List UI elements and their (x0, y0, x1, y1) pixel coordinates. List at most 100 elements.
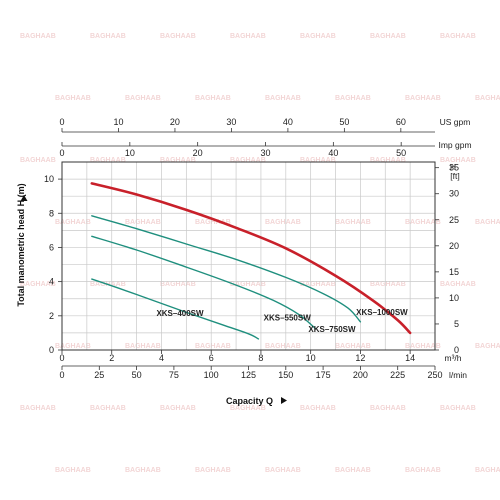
ft-axis-unit: [ft] (450, 171, 459, 181)
watermark-text: BAGHAAB (265, 95, 301, 102)
ft-tick-label: 25 (449, 215, 459, 225)
lmin-tick-label: 25 (94, 370, 104, 380)
impgpm-tick-label: 20 (193, 148, 203, 158)
watermark-text: BAGHAAB (125, 95, 161, 102)
watermark-text: BAGHAAB (20, 281, 56, 288)
usgpm-tick-label: 60 (396, 117, 406, 127)
m3h-unit-label: m³/h (445, 353, 462, 363)
watermark-text: BAGHAAB (335, 95, 371, 102)
lmin-tick-label: 150 (278, 370, 293, 380)
usgpm-tick-label: 50 (339, 117, 349, 127)
labels-layer: Total manometric head H (m) Capacity Q XKS… (16, 183, 408, 406)
ft-tick-label: 15 (449, 267, 459, 277)
head-arrow-icon (20, 195, 28, 201)
ft-tick-label: 30 (449, 189, 459, 199)
lmin-tick-label: 100 (204, 370, 219, 380)
watermark-text: BAGHAAB (195, 467, 231, 474)
watermark-text: BAGHAAB (335, 343, 371, 350)
watermark-text: BAGHAAB (475, 343, 500, 350)
lmin-tick-label: 50 (132, 370, 142, 380)
y-tick-label: 10 (44, 174, 54, 184)
m3h-tick-label: 10 (306, 353, 316, 363)
y-axis-title: Total manometric head H (m) (16, 183, 26, 306)
watermark-text: BAGHAAB (195, 219, 231, 226)
ft-tick-label: 0 (454, 345, 459, 355)
watermark-text: BAGHAAB (265, 343, 301, 350)
lmin-tick-label: 75 (169, 370, 179, 380)
watermark-text: BAGHAAB (440, 33, 476, 40)
ft-tick-label: 35 (449, 163, 459, 173)
m3h-tick-label: 12 (355, 353, 365, 363)
watermark-text: BAGHAAB (335, 467, 371, 474)
watermark-text: BAGHAAB (300, 405, 336, 412)
watermark-text: BAGHAAB (265, 467, 301, 474)
watermark-text: BAGHAAB (125, 219, 161, 226)
chart-grid (61, 161, 436, 351)
ft-tick-label: 5 (454, 319, 459, 329)
series-line (90, 182, 412, 335)
x-axis-title: Capacity Q (226, 396, 273, 406)
m3h-tick-label: 4 (159, 353, 164, 363)
watermark-text: BAGHAAB (195, 95, 231, 102)
series-line (91, 235, 317, 330)
watermark-text: BAGHAAB (230, 281, 266, 288)
impgpm-unit-label: Imp gpm (438, 140, 471, 150)
series-label: XKS–1000SW (356, 308, 408, 317)
watermark-text: BAGHAAB (300, 281, 336, 288)
usgpm-tick-label: 30 (226, 117, 236, 127)
watermark-text: BAGHAAB (475, 95, 500, 102)
watermark-text: BAGHAAB (160, 281, 196, 288)
usgpm-tick-label: 20 (170, 117, 180, 127)
watermark-text: BAGHAAB (370, 405, 406, 412)
watermark-text: BAGHAAB (160, 157, 196, 164)
series-label: XKS–400SW (156, 309, 204, 318)
usgpm-unit-label: US gpm (440, 117, 471, 127)
lmin-tick-label: 125 (241, 370, 256, 380)
lmin-tick-label: 225 (390, 370, 405, 380)
series-layer (90, 182, 412, 340)
watermark-text: BAGHAAB (230, 33, 266, 40)
watermark-text: BAGHAAB (55, 219, 91, 226)
usgpm-tick-label: 0 (59, 117, 64, 127)
watermark-text: BAGHAAB (370, 33, 406, 40)
watermark-text: BAGHAAB (195, 343, 231, 350)
watermark-text: BAGHAAB (230, 157, 266, 164)
m3h-tick-label: 2 (109, 353, 114, 363)
watermark-text: BAGHAAB (265, 219, 301, 226)
m3h-tick-label: 0 (59, 353, 64, 363)
watermark-text: BAGHAAB (90, 405, 126, 412)
watermark-text: BAGHAAB (55, 467, 91, 474)
series-line (91, 215, 362, 323)
usgpm-tick-label: 40 (283, 117, 293, 127)
watermark-text: BAGHAAB (300, 33, 336, 40)
y-tick-label: 8 (49, 208, 54, 218)
watermark-text: BAGHAAB (405, 343, 441, 350)
watermark-text: BAGHAAB (405, 95, 441, 102)
impgpm-tick-label: 0 (59, 148, 64, 158)
watermark-text: BAGHAAB (20, 405, 56, 412)
y-tick-label: 2 (49, 311, 54, 321)
watermark-text: BAGHAAB (230, 405, 266, 412)
watermark-text: BAGHAAB (440, 405, 476, 412)
impgpm-tick-label: 50 (396, 148, 406, 158)
watermark-text: BAGHAAB (440, 157, 476, 164)
impgpm-tick-label: 40 (328, 148, 338, 158)
series-label: XKS–550SW (264, 314, 312, 323)
series-line (91, 278, 260, 340)
lmin-tick-label: 0 (59, 370, 64, 380)
lmin-tick-label: 175 (316, 370, 331, 380)
lmin-unit-label: l/min (449, 370, 467, 380)
watermark-text: BAGHAAB (160, 405, 196, 412)
y-tick-label: 6 (49, 242, 54, 252)
watermark-text: BAGHAAB (125, 343, 161, 350)
ft-tick-label: 20 (449, 241, 459, 251)
m3h-tick-label: 6 (209, 353, 214, 363)
ft-tick-label: 10 (449, 293, 459, 303)
impgpm-tick-label: 30 (261, 148, 271, 158)
watermark-text: BAGHAAB (440, 281, 476, 288)
series-label: XKS–750SW (308, 325, 356, 334)
watermark-text: BAGHAAB (90, 33, 126, 40)
watermark-text: BAGHAAB (20, 157, 56, 164)
watermark-text: BAGHAAB (20, 33, 56, 40)
